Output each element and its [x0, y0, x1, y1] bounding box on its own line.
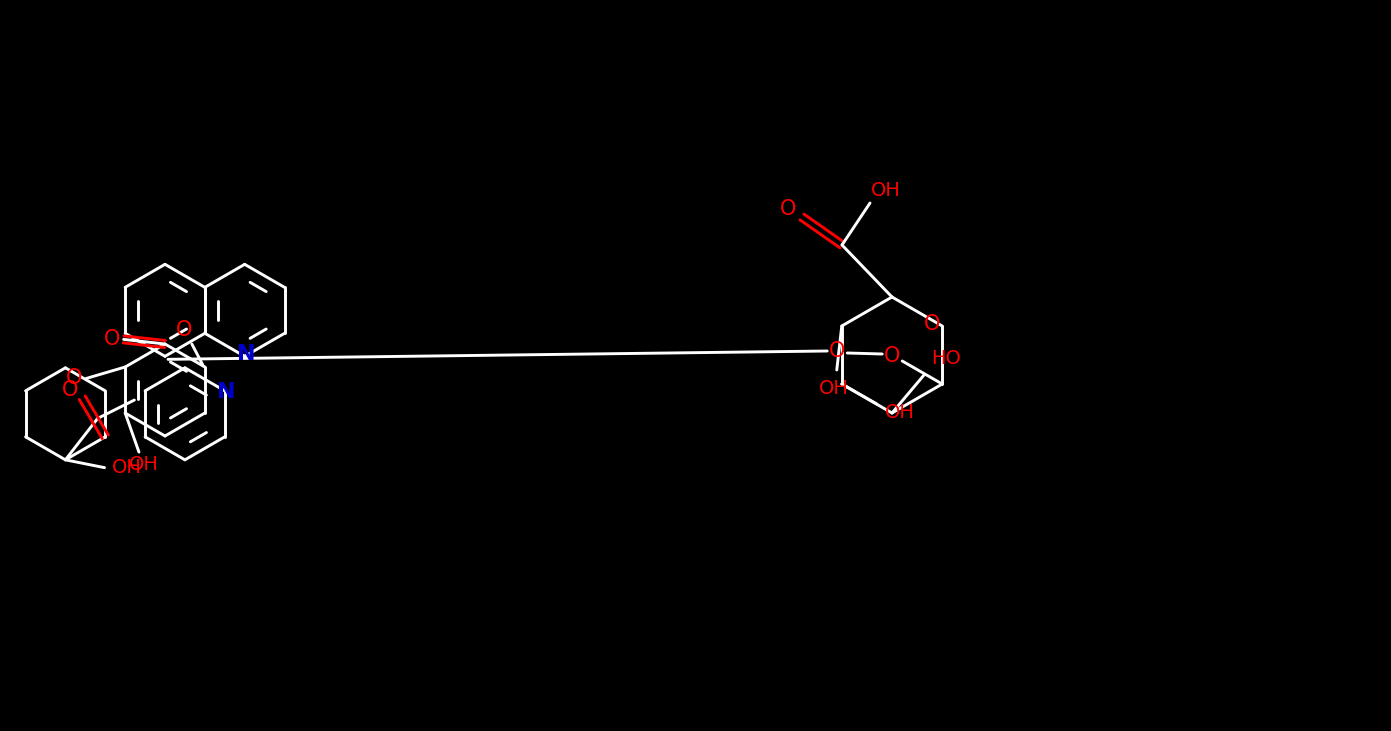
Text: OH: OH	[885, 403, 915, 422]
Text: O: O	[829, 341, 846, 361]
Text: O: O	[175, 320, 192, 340]
Text: N: N	[217, 382, 235, 402]
Text: O: O	[885, 346, 900, 366]
Text: HO: HO	[931, 349, 961, 368]
Text: N: N	[238, 344, 256, 364]
Text: OH: OH	[871, 181, 901, 200]
Text: OH: OH	[819, 379, 849, 398]
Text: O: O	[63, 379, 78, 400]
Text: O: O	[103, 330, 120, 349]
Text: OH: OH	[129, 455, 159, 474]
Text: OH: OH	[111, 458, 142, 477]
Text: O: O	[780, 199, 796, 219]
Text: O: O	[924, 314, 940, 334]
Text: O: O	[65, 368, 82, 388]
